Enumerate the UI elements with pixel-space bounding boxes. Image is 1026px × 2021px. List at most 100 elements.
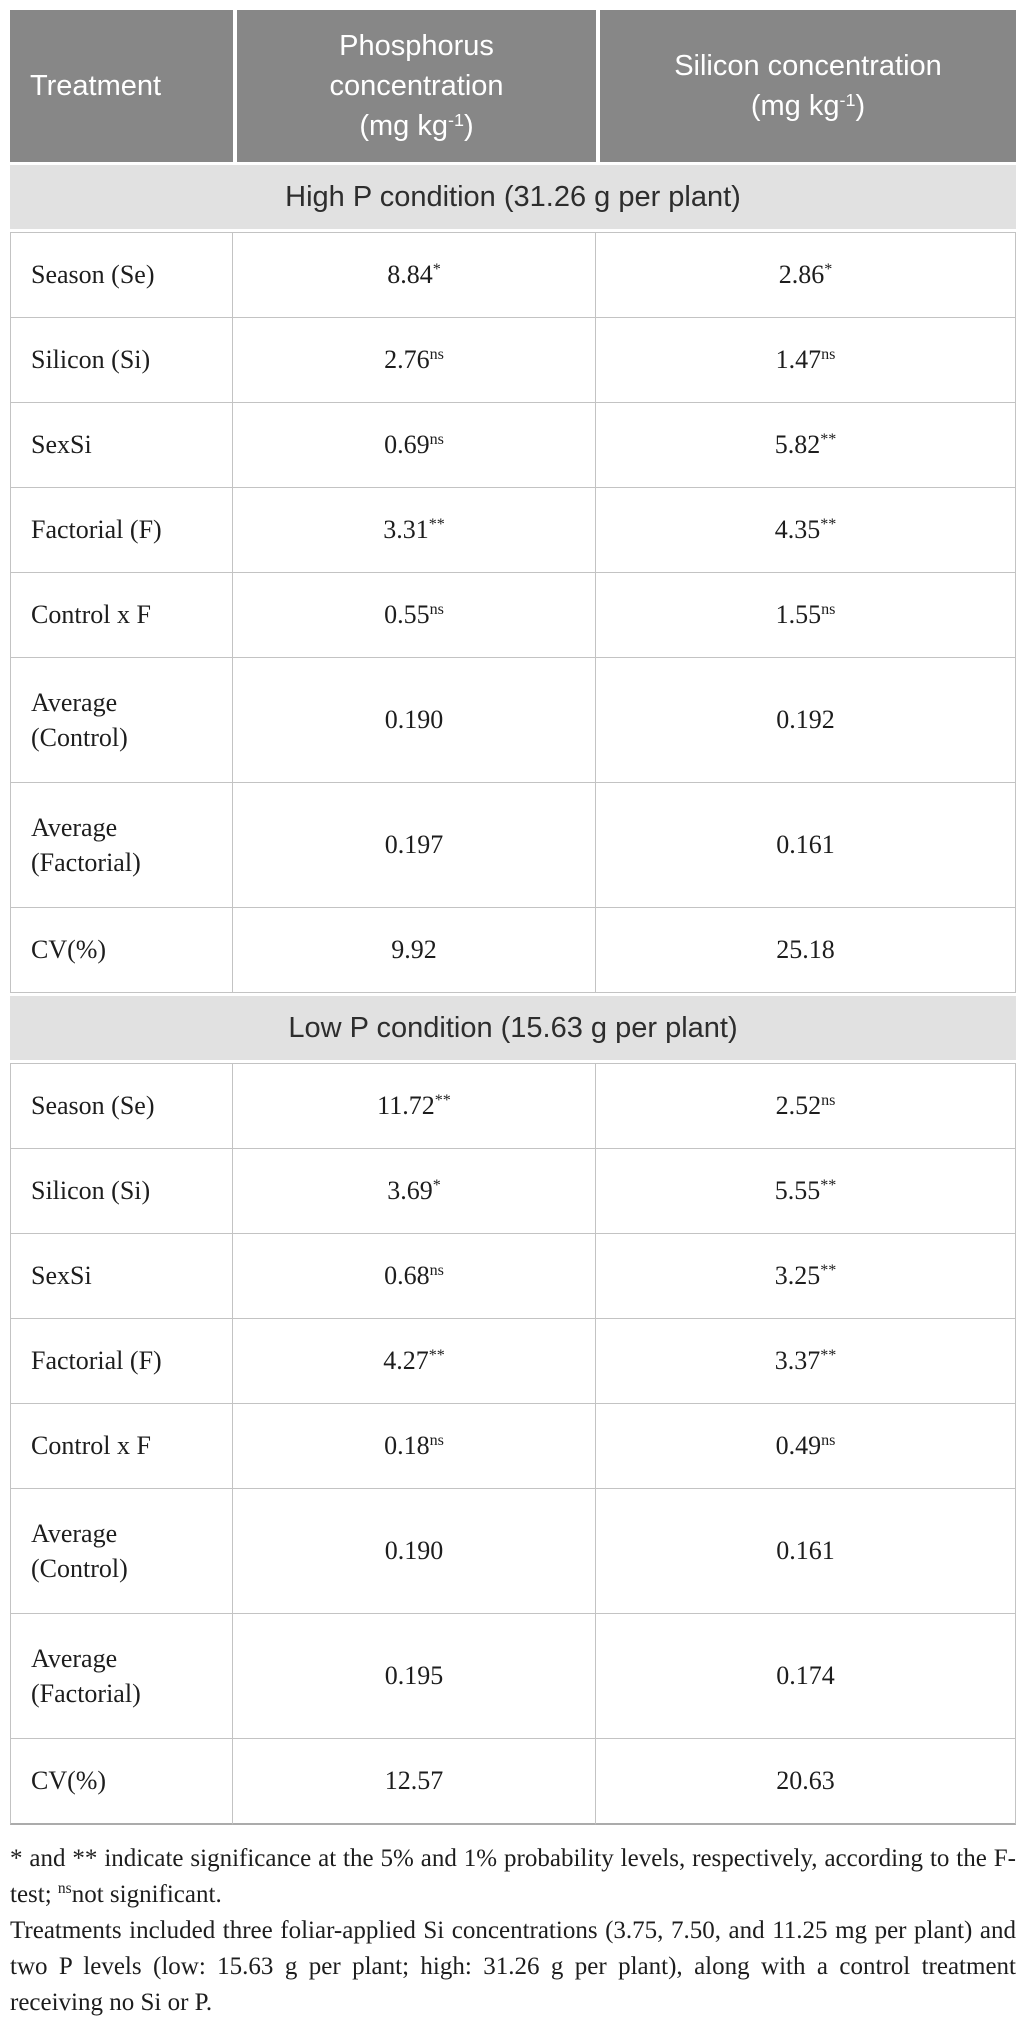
table-row: Silicon (Si) 2.76ns 1.47ns [10, 318, 1016, 403]
row-label: CV(%) [10, 1739, 233, 1825]
phosphorus-value: 0.190 [233, 1489, 596, 1614]
significance-superscript: ns [429, 601, 444, 619]
silicon-value: 20.63 [596, 1739, 1016, 1825]
silicon-value: 3.37** [596, 1319, 1016, 1404]
table-row: CV(%) 9.92 25.18 [10, 908, 1016, 993]
table-row: Average (Factorial) 0.195 0.174 [10, 1614, 1016, 1739]
row-label: Factorial (F) [10, 488, 233, 573]
table-row: Control x F 0.55ns 1.55ns [10, 573, 1016, 658]
significance-superscript: ns [821, 346, 836, 364]
table-row: Season (Se) 11.72** 2.52ns [10, 1063, 1016, 1149]
row-label: Average (Control) [10, 658, 233, 783]
significance-superscript: * [432, 1177, 441, 1195]
significance-superscript: ns [429, 1262, 444, 1280]
phosphorus-value: 4.27** [233, 1319, 596, 1404]
silicon-value: 0.174 [596, 1614, 1016, 1739]
silicon-value: 1.47ns [596, 318, 1016, 403]
phosphorus-value: 8.84* [233, 232, 596, 318]
significance-superscript: ** [434, 1092, 451, 1110]
unit-superscript: -1 [839, 90, 856, 111]
phosphorus-value: 11.72** [233, 1063, 596, 1149]
column-header-label: Treatment [30, 69, 162, 102]
significance-superscript: ** [820, 1347, 837, 1365]
significance-superscript: ** [428, 1347, 445, 1365]
row-label: Control x F [10, 573, 233, 658]
phosphorus-value: 0.197 [233, 783, 596, 908]
significance-superscript: ns [821, 1432, 836, 1450]
significance-superscript: ** [820, 1177, 837, 1195]
section-header-low-p: Low P condition (15.63 g per plant) [10, 993, 1016, 1063]
significance-superscript: ns [429, 431, 444, 449]
silicon-value: 4.35** [596, 488, 1016, 573]
table-row: Season (Se) 8.84* 2.86* [10, 232, 1016, 318]
column-header-phosphorus: Phosphorus concentration (mg kg-1) [233, 10, 596, 162]
table-row: Average (Factorial) 0.197 0.161 [10, 783, 1016, 908]
significance-superscript: * [432, 261, 441, 279]
phosphorus-value: 0.195 [233, 1614, 596, 1739]
column-header-treatment: Treatment [10, 10, 233, 162]
table-row: Average (Control) 0.190 0.192 [10, 658, 1016, 783]
phosphorus-value: 12.57 [233, 1739, 596, 1825]
silicon-value: 5.82** [596, 403, 1016, 488]
significance-superscript: ns [429, 346, 444, 364]
table-row: Average (Control) 0.190 0.161 [10, 1489, 1016, 1614]
silicon-value: 5.55** [596, 1149, 1016, 1234]
phosphorus-value: 9.92 [233, 908, 596, 993]
silicon-value: 25.18 [596, 908, 1016, 993]
table-row: Silicon (Si) 3.69* 5.55** [10, 1149, 1016, 1234]
silicon-value: 2.86* [596, 232, 1016, 318]
significance-superscript: ns [821, 601, 836, 619]
column-header-unit: (mg kg-1) [359, 110, 474, 142]
phosphorus-value: 0.55ns [233, 573, 596, 658]
row-label: SexSi [10, 1234, 233, 1319]
phosphorus-value: 3.69* [233, 1149, 596, 1234]
silicon-value: 3.25** [596, 1234, 1016, 1319]
silicon-value: 0.161 [596, 1489, 1016, 1614]
significance-superscript: ** [820, 1262, 837, 1280]
significance-superscript: ** [820, 431, 837, 449]
table-footnotes: * and ** indicate significance at the 5%… [10, 1841, 1016, 2021]
row-label: Season (Se) [10, 232, 233, 318]
section-header-high-p: High P condition (31.26 g per plant) [10, 162, 1016, 232]
phosphorus-value: 0.18ns [233, 1404, 596, 1489]
row-label: Control x F [10, 1404, 233, 1489]
column-header-unit: (mg kg-1) [750, 90, 866, 122]
row-label: Season (Se) [10, 1063, 233, 1149]
phosphorus-value: 0.68ns [233, 1234, 596, 1319]
silicon-value: 0.161 [596, 783, 1016, 908]
significance-superscript: ns [429, 1432, 444, 1450]
table-row: CV(%) 12.57 20.63 [10, 1739, 1016, 1825]
row-label: Factorial (F) [10, 1319, 233, 1404]
table-row: SexSi 0.68ns 3.25** [10, 1234, 1016, 1319]
anova-table: Treatment Phosphorus concentration (mg k… [10, 10, 1016, 1825]
unit-superscript: -1 [447, 110, 464, 131]
row-label: CV(%) [10, 908, 233, 993]
silicon-value: 2.52ns [596, 1063, 1016, 1149]
row-label: Silicon (Si) [10, 318, 233, 403]
significance-superscript: * [824, 261, 833, 279]
table-row: Control x F 0.18ns 0.49ns [10, 1404, 1016, 1489]
column-header-label: Phosphorus [339, 29, 494, 62]
column-header-label: concentration [329, 69, 504, 102]
table-header: Treatment Phosphorus concentration (mg k… [10, 10, 1016, 162]
silicon-value: 0.192 [596, 658, 1016, 783]
ns-superscript: ns [57, 1880, 72, 1898]
significance-superscript: ns [821, 1092, 836, 1110]
column-header-silicon: Silicon concentration (mg kg-1) [596, 10, 1016, 162]
phosphorus-value: 2.76ns [233, 318, 596, 403]
column-header-label: Silicon concentration [674, 49, 942, 82]
section-title: Low P condition (15.63 g per plant) [10, 993, 1016, 1063]
silicon-value: 0.49ns [596, 1404, 1016, 1489]
phosphorus-value: 0.69ns [233, 403, 596, 488]
table-row: SexSi 0.69ns 5.82** [10, 403, 1016, 488]
row-label: Average (Control) [10, 1489, 233, 1614]
significance-superscript: ** [428, 516, 445, 534]
row-label: SexSi [10, 403, 233, 488]
table-row: Factorial (F) 4.27** 3.37** [10, 1319, 1016, 1404]
footnote-significance: * and ** indicate significance at the 5%… [10, 1845, 1016, 1908]
section-title: High P condition (31.26 g per plant) [10, 162, 1016, 232]
silicon-value: 1.55ns [596, 573, 1016, 658]
footnote-treatments: Treatments included three foliar-applied… [10, 1917, 1016, 2016]
phosphorus-value: 0.190 [233, 658, 596, 783]
